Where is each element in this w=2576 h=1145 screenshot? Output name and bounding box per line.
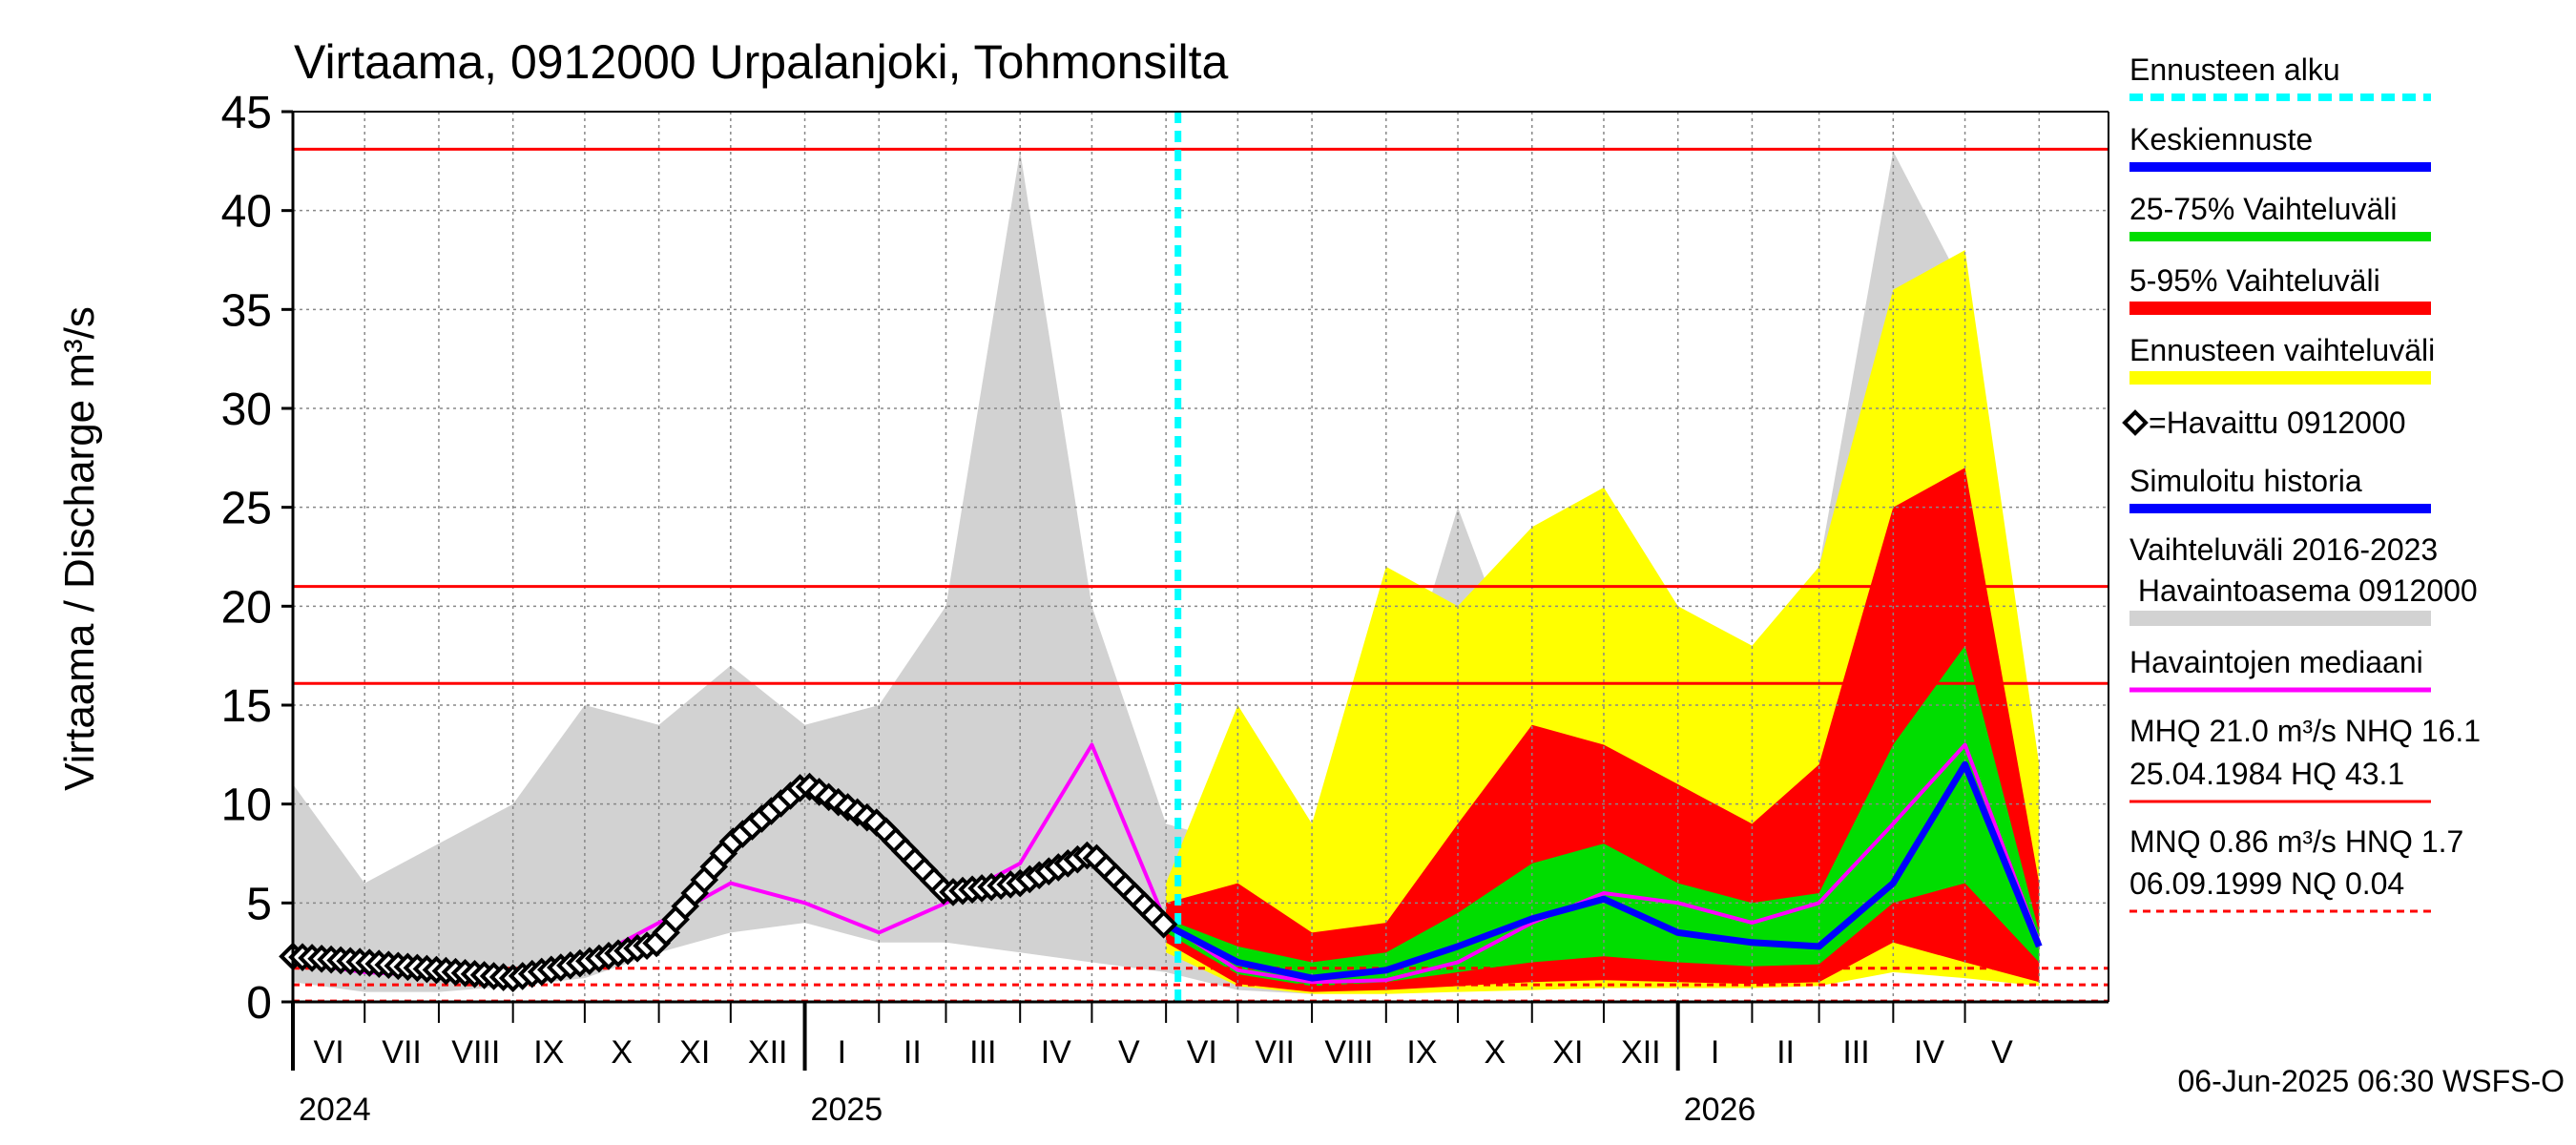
legend-item-10: MNQ 0.86 m³/s HNQ 1.7 06.09.1999 NQ 0.04 [2129,824,2463,913]
axes [291,111,2109,1069]
y-tick-label-4: 20 [221,582,272,633]
month-label-11: V [1118,1034,1140,1071]
y-tick-label-2: 10 [221,781,272,831]
y-tick-label-8: 40 [221,187,272,238]
month-label-10: IV [1041,1034,1071,1071]
month-label-0: VI [314,1034,344,1071]
legend-item-6: Simuloitu historia [2129,464,2431,513]
legend-item-3: 5-95% Vaihteluväli [2129,263,2431,315]
month-label-6: XII [748,1034,788,1071]
series-line-keskiennuste [1164,760,2043,982]
legend-item-2: 25-75% Vaihteluväli [2129,192,2431,241]
month-label-12: VI [1187,1034,1217,1071]
legend-item-0: Ennusteen alku [2129,52,2431,101]
legend-item-9: MHQ 21.0 m³/s NHQ 16.1 25.04.1984 HQ 43.1 [2129,714,2481,803]
y-tick-label-0: 0 [246,978,272,1029]
month-label-14: VIII [1324,1034,1373,1071]
y-axis-label: Virtaama / Discharge m³/s [56,306,103,791]
month-label-4: X [611,1034,633,1071]
month-label-19: I [1711,1034,1719,1071]
legend-item-7: Vaihteluväli 2016-2023 Havaintoasema 091… [2129,532,2478,626]
year-label-0: 2024 [299,1092,371,1128]
month-label-2: VIII [451,1034,500,1071]
month-label-22: IV [1914,1034,1944,1071]
legend-label-10: MNQ 0.86 m³/s HNQ 1.7 [2129,824,2463,859]
chart-title: Virtaama, 0912000 Urpalanjoki, Tohmonsil… [294,35,1228,89]
observed-markers [279,772,1178,992]
x-tick-labels: VI VII VIII IX X XI XII I II III IV V VI VII VIII IX X XI… [291,1002,2013,1128]
legend-label2-9: 25.04.1984 HQ 43.1 [2129,757,2404,791]
month-label-3: IX [533,1034,564,1071]
month-label-23: V [1991,1034,2013,1071]
legend-label2-10: 06.09.1999 NQ 0.04 [2129,866,2404,901]
legend-marker-diamond [2122,409,2149,436]
legend-item-5: =Havaittu 0912000 [2122,406,2406,440]
y-tick-label-5: 25 [221,484,272,534]
month-label-8: II [904,1034,922,1071]
month-label-13: VII [1255,1034,1295,1071]
year-label-1: 2025 [811,1092,883,1128]
month-label-9: III [969,1034,996,1071]
y-tick-label-6: 30 [221,385,272,435]
legend-label-8: Havaintojen mediaani [2129,645,2423,679]
month-label-21: III [1842,1034,1869,1071]
legend-label-2: 25-75% Vaihteluväli [2129,192,2397,226]
legend-item-8: Havaintojen mediaani [2129,645,2431,693]
y-tick-label-3: 15 [221,681,272,732]
month-label-17: XI [1552,1034,1583,1071]
legend-item-4: Ennusteen vaihteluväli [2129,333,2435,385]
month-label-7: I [838,1034,846,1071]
observed-marker [1149,909,1178,939]
legend-item-1: Keskiennuste [2129,122,2431,172]
y-tick-label-9: 45 [221,88,272,138]
legend-label-3: 5-95% Vaihteluväli [2129,263,2380,298]
legend-label2-7: Havaintoasema 0912000 [2129,573,2478,608]
legend-label-1: Keskiennuste [2129,122,2313,156]
legend-label-5: =Havaittu 0912000 [2149,406,2406,440]
y-tick-labels: 0 5 10 15 20 25 30 35 40 45 [221,88,293,1029]
legend: Ennusteen alku Keskiennuste 25-75% Vaihtel… [2122,52,2481,913]
footer-timestamp: 06-Jun-2025 06:30 WSFS-O [2177,1064,2565,1098]
legend-label-6: Simuloitu historia [2129,464,2362,498]
month-label-15: IX [1406,1034,1437,1071]
legend-label-4: Ennusteen vaihteluväli [2129,333,2435,367]
legend-label-9: MHQ 21.0 m³/s NHQ 16.1 [2129,714,2481,748]
legend-label-0: Ennusteen alku [2129,52,2340,87]
band-2 [1166,468,2040,992]
legend-label-7: Vaihteluväli 2016-2023 [2129,532,2438,567]
month-label-5: XI [679,1034,710,1071]
month-label-20: II [1776,1034,1795,1071]
year-label-2: 2026 [1684,1092,1756,1128]
month-label-16: X [1485,1034,1506,1071]
y-tick-label-7: 35 [221,285,272,336]
month-label-18: XII [1621,1034,1661,1071]
month-label-1: VII [382,1034,422,1071]
y-tick-label-1: 5 [246,879,272,929]
